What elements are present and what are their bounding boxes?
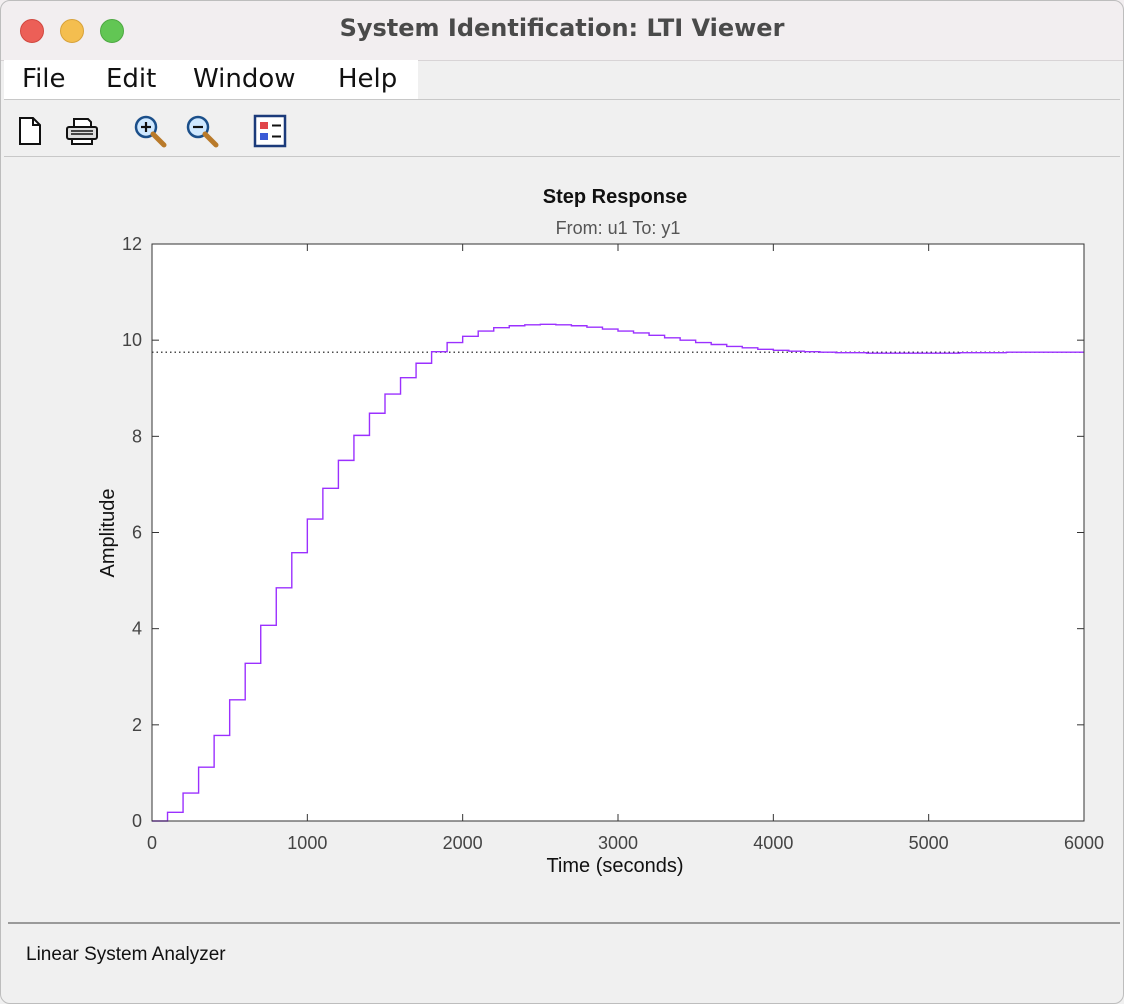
x-axis-label: Time (seconds) bbox=[546, 855, 683, 877]
menu-file[interactable]: File bbox=[22, 64, 66, 94]
x-tick-label: 6000 bbox=[1064, 833, 1104, 853]
zoom-out-icon[interactable] bbox=[184, 113, 220, 149]
legend-icon[interactable] bbox=[252, 113, 288, 149]
y-axis-label: Amplitude bbox=[97, 489, 119, 578]
new-document-icon[interactable] bbox=[14, 113, 50, 149]
menu-edit[interactable]: Edit bbox=[106, 64, 157, 94]
y-tick-label: 2 bbox=[132, 715, 142, 735]
x-tick-label: 3000 bbox=[598, 833, 638, 853]
menu-bar: File Edit Window Help bbox=[4, 60, 418, 100]
y-tick-label: 12 bbox=[122, 234, 142, 254]
status-bar-text: Linear System Analyzer bbox=[26, 944, 226, 965]
x-tick-label: 4000 bbox=[753, 833, 793, 853]
y-tick-label: 10 bbox=[122, 330, 142, 350]
y-tick-label: 8 bbox=[132, 426, 142, 446]
menu-help[interactable]: Help bbox=[338, 64, 398, 94]
window-title: System Identification: LTI Viewer bbox=[339, 14, 785, 42]
title-bar: System Identification: LTI Viewer bbox=[0, 0, 1124, 61]
zoom-in-icon[interactable] bbox=[132, 113, 168, 149]
toolbar bbox=[4, 101, 1120, 157]
x-tick-label: 2000 bbox=[443, 833, 483, 853]
close-window-button[interactable] bbox=[20, 19, 44, 43]
x-tick-label: 1000 bbox=[287, 833, 327, 853]
menu-window[interactable]: Window bbox=[193, 64, 296, 94]
y-tick-label: 0 bbox=[132, 811, 142, 831]
plot-subtitle: From: u1 To: y1 bbox=[555, 218, 681, 238]
status-divider bbox=[8, 922, 1120, 924]
print-icon[interactable] bbox=[64, 113, 100, 149]
maximize-window-button[interactable] bbox=[100, 19, 124, 43]
y-tick-label: 6 bbox=[132, 523, 142, 543]
y-tick-label: 4 bbox=[132, 619, 142, 639]
x-tick-label: 5000 bbox=[909, 833, 949, 853]
plot-title: Step Response bbox=[542, 186, 688, 208]
menu-divider bbox=[4, 99, 1120, 100]
step-response-line bbox=[152, 323, 1084, 822]
axes-box bbox=[151, 243, 1085, 822]
minimize-window-button[interactable] bbox=[60, 19, 84, 43]
x-tick-label: 0 bbox=[147, 833, 157, 853]
